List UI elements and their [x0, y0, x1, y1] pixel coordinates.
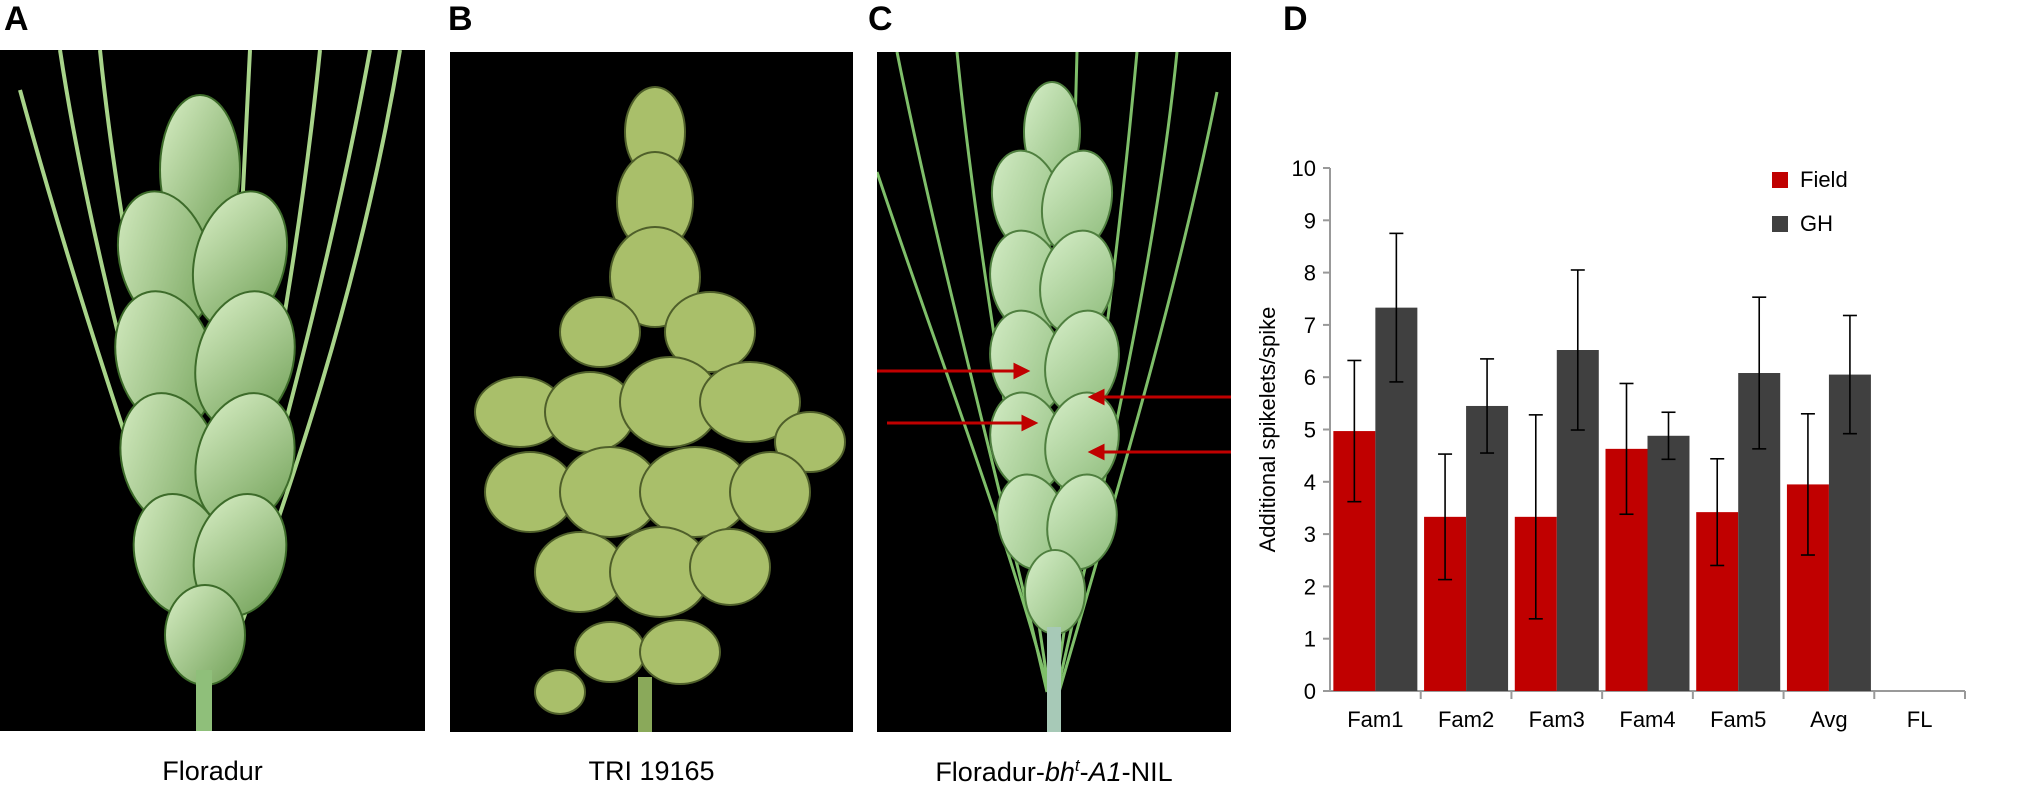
- x-tick-label: Fam5: [1710, 707, 1766, 732]
- legend-label-gh: GH: [1800, 211, 1833, 236]
- caption-c-dash: -: [1079, 757, 1089, 787]
- x-tick-label: Fam1: [1347, 707, 1403, 732]
- caption-c-gene: bh: [1044, 757, 1075, 787]
- y-tick-label: 10: [1292, 156, 1316, 181]
- y-tick-label: 1: [1304, 627, 1316, 652]
- panel-label-b: B: [448, 0, 473, 38]
- y-tick-label: 4: [1304, 470, 1316, 495]
- panel-label-c: C: [868, 0, 893, 38]
- x-tick-label: Avg: [1810, 707, 1848, 732]
- photo-tri19165-spike: [450, 52, 853, 732]
- x-tick-label: Fam2: [1438, 707, 1494, 732]
- x-tick-label: FL: [1907, 707, 1933, 732]
- caption-b: TRI 19165: [588, 756, 715, 786]
- y-tick-label: 0: [1304, 679, 1316, 704]
- caption-c-suffix: -NIL: [1121, 757, 1173, 787]
- legend-swatch-gh: [1772, 216, 1788, 232]
- caption-a: Floradur: [162, 756, 263, 786]
- caption-c-prefix: Floradur-: [935, 757, 1045, 787]
- y-tick-label: 5: [1304, 418, 1316, 443]
- panel-label-d: D: [1283, 0, 1308, 38]
- legend-swatch-field: [1772, 172, 1788, 188]
- y-tick-label: 8: [1304, 261, 1316, 286]
- y-axis-title: Additional spikelets/spike: [1255, 307, 1280, 553]
- spikelet-bar-chart: 0 1 2 3 4 5 6 7 8 9 10 Additional spikelets/spike Fa…: [1255, 156, 1966, 732]
- y-tick-label: 6: [1304, 365, 1316, 390]
- x-tick-label: Fam3: [1529, 707, 1585, 732]
- nil-spike-illustration-c: [877, 52, 1231, 732]
- y-tick-label: 2: [1304, 574, 1316, 599]
- caption-c-locus: A1: [1088, 757, 1122, 787]
- y-tick-label: 9: [1304, 208, 1316, 233]
- wheat-spike-illustration-a: [18, 50, 402, 731]
- branched-spike-illustration-b: [474, 86, 846, 732]
- panel-label-a: A: [4, 0, 29, 38]
- caption-c-sup: t: [1074, 756, 1080, 775]
- legend-label-field: Field: [1800, 167, 1848, 192]
- photo-floradur-nil-spike: [877, 52, 1231, 732]
- bar-gh: [1647, 435, 1690, 691]
- arrow-markers: [877, 362, 1231, 461]
- caption-c: Floradur-bht-A1-NIL: [877, 756, 1231, 788]
- x-tick-label: Fam4: [1619, 707, 1675, 732]
- y-tick-label: 3: [1304, 522, 1316, 547]
- y-tick-label: 7: [1304, 313, 1316, 338]
- photo-floradur-spike: [0, 50, 425, 731]
